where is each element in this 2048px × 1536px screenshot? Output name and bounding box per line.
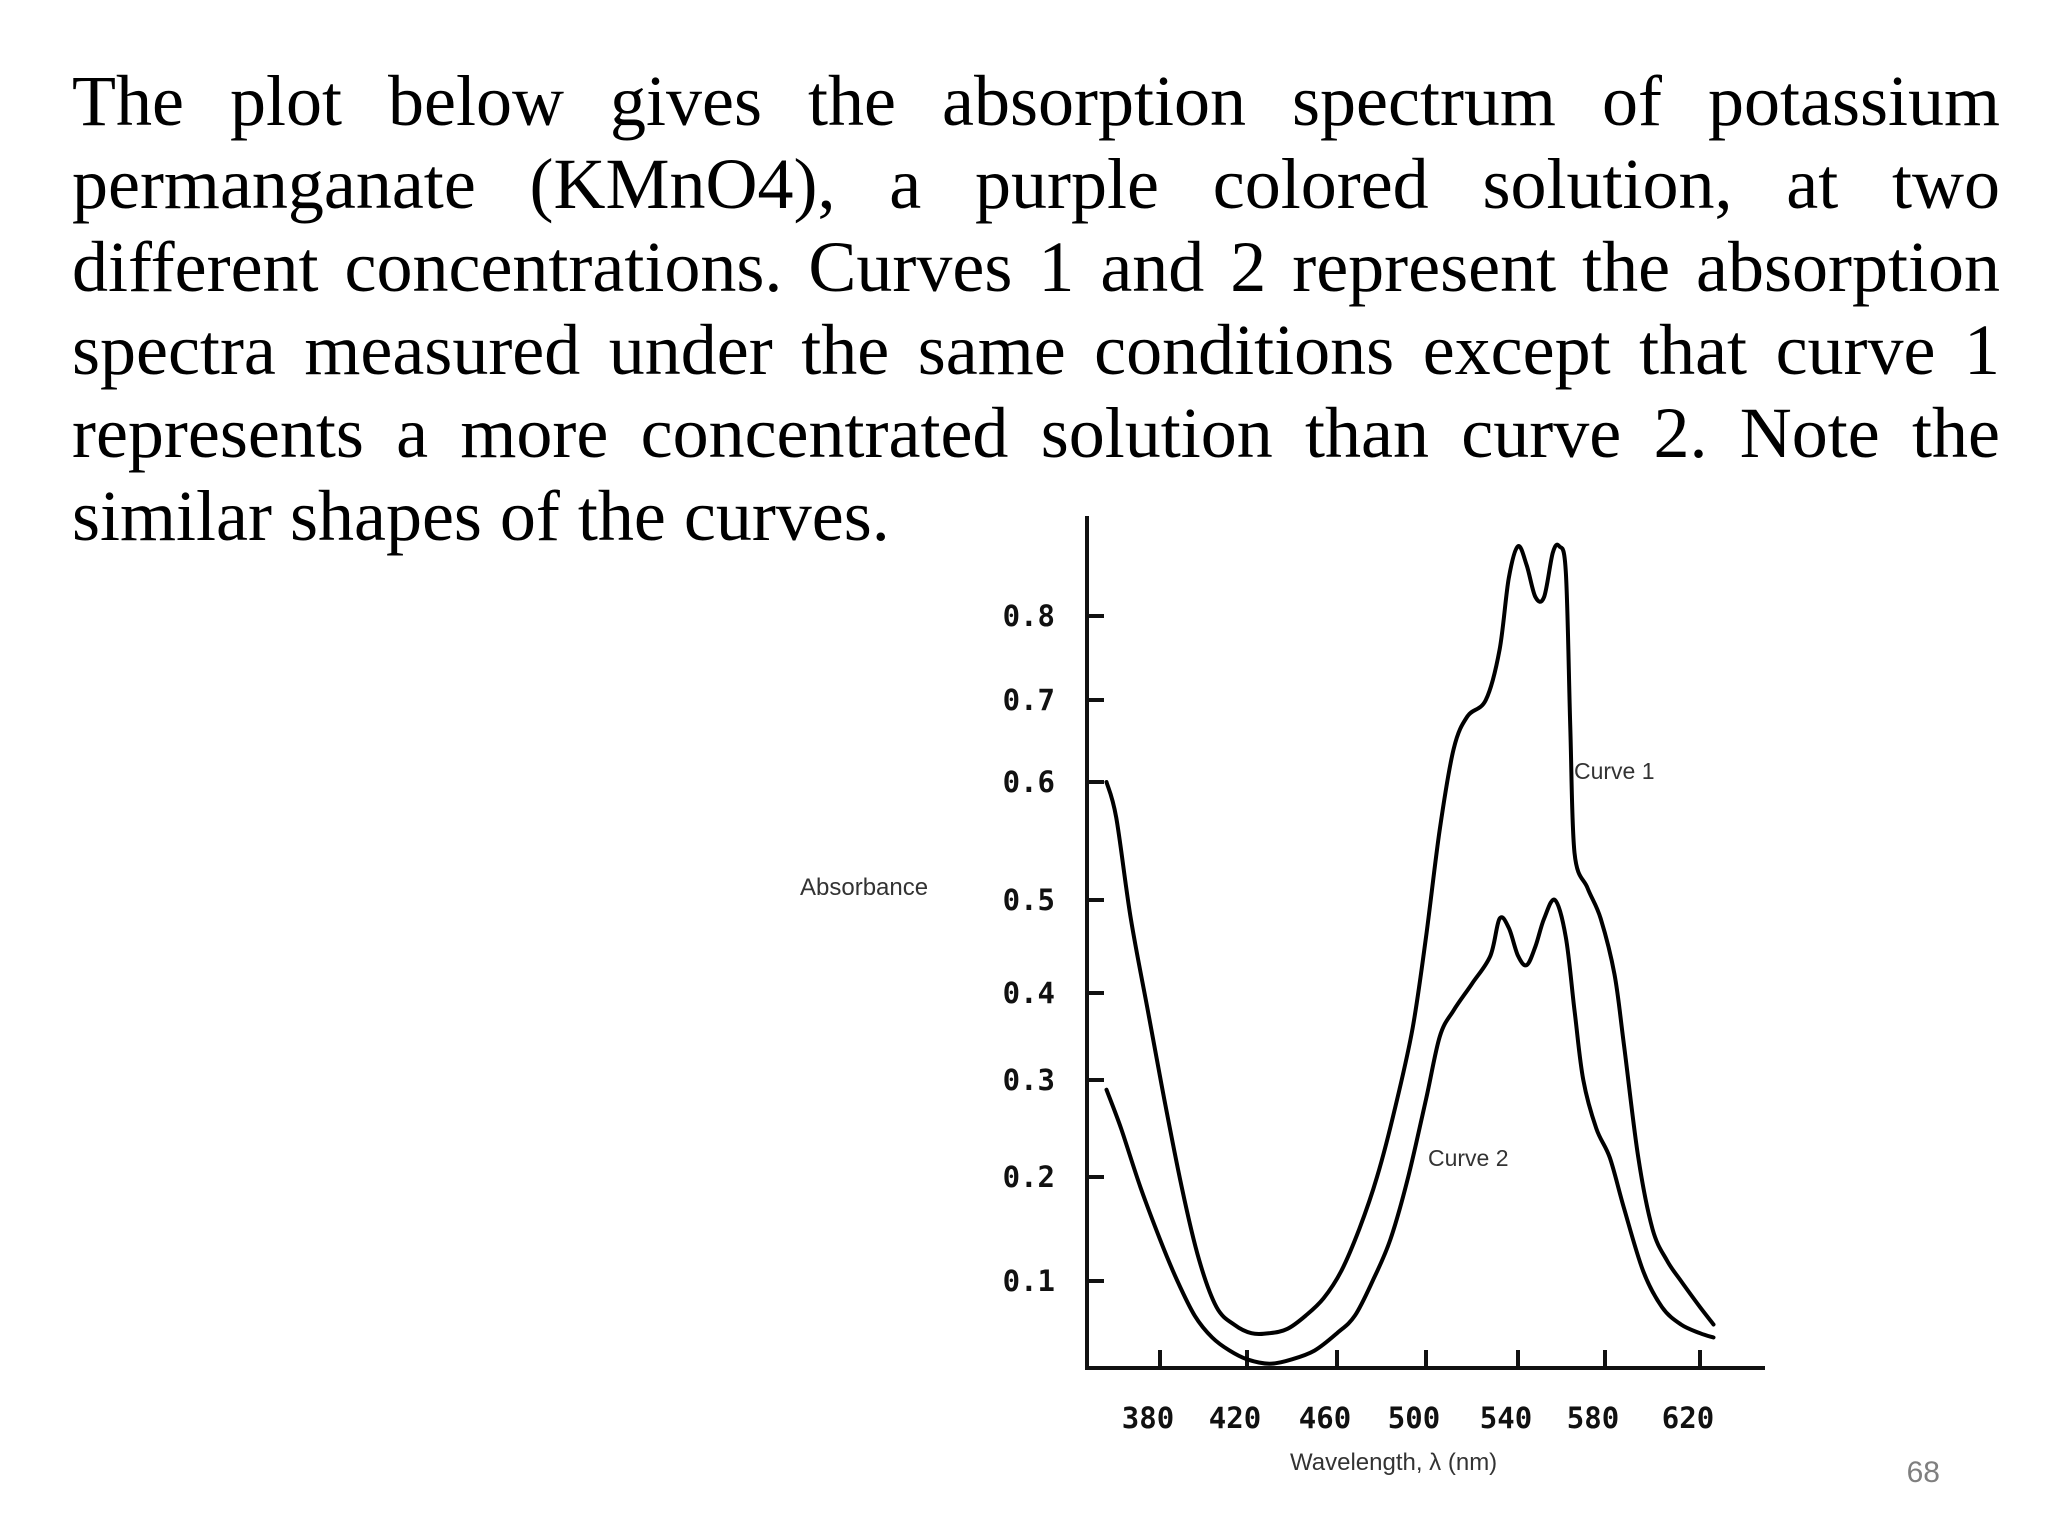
y-tick-label: 0.7 bbox=[1003, 683, 1055, 717]
y-axis-ticks: 0.1 0.2 0.3 0.4 0.5 0.6 0.7 0.8 bbox=[1003, 599, 1104, 1298]
y-tick-label: 0.5 bbox=[1003, 883, 1055, 917]
x-axis-ticks: 380 420 460 500 540 580 620 bbox=[1122, 1350, 1714, 1435]
x-tick-label: 420 bbox=[1209, 1401, 1261, 1435]
y-axis-label: Absorbance bbox=[800, 874, 928, 901]
x-tick-label: 500 bbox=[1388, 1401, 1440, 1435]
x-axis-label: Wavelength, λ (nm) bbox=[1290, 1449, 1497, 1476]
x-tick-label: 380 bbox=[1122, 1401, 1174, 1435]
y-tick-label: 0.8 bbox=[1003, 599, 1055, 633]
x-tick-label: 620 bbox=[1662, 1401, 1714, 1435]
curve-2-label: Curve 2 bbox=[1428, 1145, 1509, 1171]
curve-2-line bbox=[1104, 897, 1716, 1366]
slide-number: 68 bbox=[1906, 1456, 1940, 1489]
y-tick-label: 0.4 bbox=[1003, 976, 1055, 1010]
curve-1-label: Curve 1 bbox=[1574, 758, 1655, 784]
y-tick-label: 0.6 bbox=[1003, 765, 1055, 799]
curve-1-line bbox=[1104, 542, 1716, 1337]
x-tick-label: 540 bbox=[1480, 1401, 1532, 1435]
intro-paragraph: The plot below gives the absorption spec… bbox=[72, 61, 2000, 556]
y-tick-label: 0.2 bbox=[1003, 1160, 1055, 1194]
x-tick-label: 580 bbox=[1567, 1401, 1619, 1435]
y-tick-label: 0.1 bbox=[1003, 1264, 1055, 1298]
y-tick-label: 0.3 bbox=[1003, 1063, 1055, 1097]
x-tick-label: 460 bbox=[1299, 1401, 1351, 1435]
